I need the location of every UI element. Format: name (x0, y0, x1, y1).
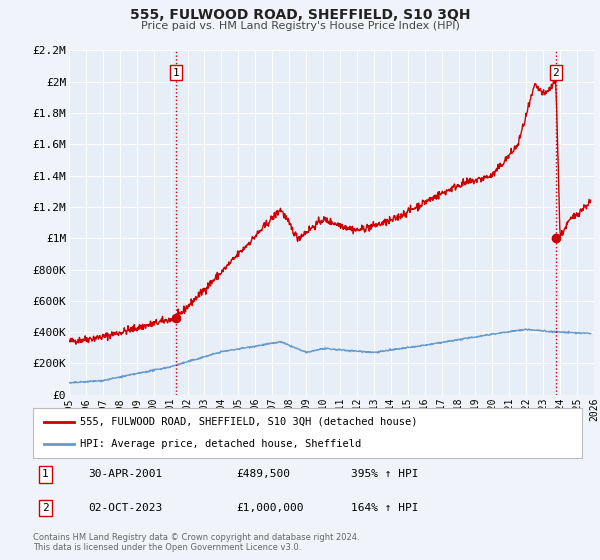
Text: Contains HM Land Registry data © Crown copyright and database right 2024.: Contains HM Land Registry data © Crown c… (33, 533, 359, 542)
Text: HPI: Average price, detached house, Sheffield: HPI: Average price, detached house, Shef… (80, 439, 361, 449)
Text: 1: 1 (42, 469, 49, 479)
Text: 164% ↑ HPI: 164% ↑ HPI (352, 503, 419, 513)
Text: 2: 2 (42, 503, 49, 513)
Text: 2: 2 (553, 68, 559, 78)
Text: Price paid vs. HM Land Registry's House Price Index (HPI): Price paid vs. HM Land Registry's House … (140, 21, 460, 31)
Text: £489,500: £489,500 (236, 469, 290, 479)
Text: £1,000,000: £1,000,000 (236, 503, 304, 513)
Text: 555, FULWOOD ROAD, SHEFFIELD, S10 3QH: 555, FULWOOD ROAD, SHEFFIELD, S10 3QH (130, 8, 470, 22)
Text: 555, FULWOOD ROAD, SHEFFIELD, S10 3QH (detached house): 555, FULWOOD ROAD, SHEFFIELD, S10 3QH (d… (80, 417, 417, 427)
Text: 02-OCT-2023: 02-OCT-2023 (88, 503, 162, 513)
Text: This data is licensed under the Open Government Licence v3.0.: This data is licensed under the Open Gov… (33, 543, 301, 552)
Text: 30-APR-2001: 30-APR-2001 (88, 469, 162, 479)
Text: 1: 1 (173, 68, 179, 78)
Text: 395% ↑ HPI: 395% ↑ HPI (352, 469, 419, 479)
